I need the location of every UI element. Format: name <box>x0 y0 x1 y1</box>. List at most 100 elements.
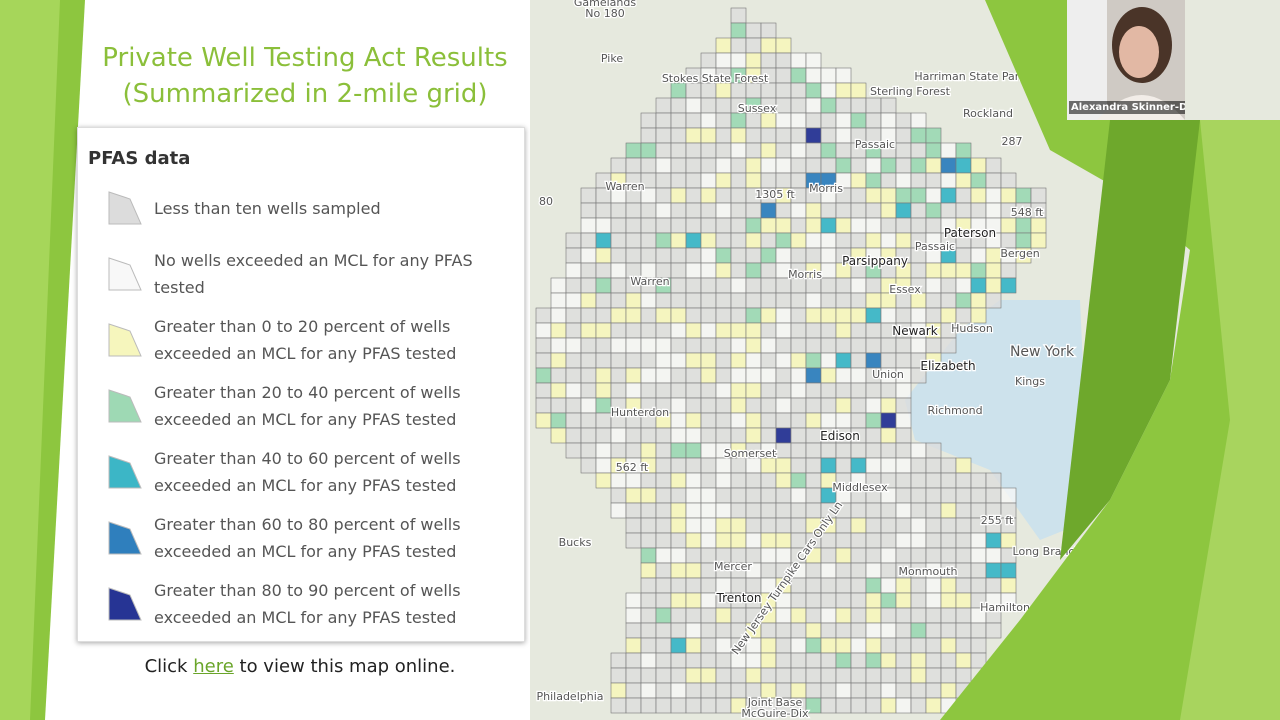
grid-cell <box>970 637 987 654</box>
swatch-shape <box>108 191 142 225</box>
swatch-shape <box>108 257 142 291</box>
grid-cell <box>670 112 687 129</box>
grid-cell <box>670 337 687 354</box>
grid-cell <box>715 472 732 489</box>
grid-cell <box>625 217 642 234</box>
grid-cell <box>685 547 702 564</box>
grid-cell <box>715 97 732 114</box>
grid-cell <box>880 172 897 189</box>
grid-cell <box>835 622 852 639</box>
grid-cell <box>760 232 777 249</box>
grid-cell <box>685 607 702 624</box>
grid-cell <box>820 97 837 114</box>
grid-cell <box>745 367 762 384</box>
grid-cell <box>790 217 807 234</box>
grid-cell <box>865 202 882 219</box>
grid-cell <box>775 322 792 339</box>
map-label: Hamilton <box>980 601 1030 614</box>
grid-cell <box>730 37 747 54</box>
grid-cell <box>880 442 897 459</box>
grid-cell <box>820 652 837 669</box>
grid-cell <box>715 622 732 639</box>
grid-cell <box>910 307 927 324</box>
grid-cell <box>820 202 837 219</box>
grid-cell <box>760 52 777 69</box>
grid-cell <box>895 112 912 129</box>
grid-cell <box>955 547 972 564</box>
legend-label: Greater than 20 to 40 percent of wells e… <box>154 383 461 429</box>
grid-cell <box>775 487 792 504</box>
grid-cell <box>880 457 897 474</box>
grid-cell <box>670 502 687 519</box>
grid-cell <box>625 487 642 504</box>
grid-cell <box>565 262 582 279</box>
grid-cell <box>880 202 897 219</box>
grid-cell <box>745 652 762 669</box>
map-label: Passaic <box>855 138 895 151</box>
grid-cell <box>895 637 912 654</box>
grid-cell <box>760 292 777 309</box>
grid-cell <box>685 502 702 519</box>
grid-cell <box>610 442 627 459</box>
map-label: Monmouth <box>899 565 958 578</box>
grid-cell <box>895 307 912 324</box>
grid-cell <box>895 187 912 204</box>
grid-cell <box>850 532 867 549</box>
grid-cell <box>775 37 792 54</box>
grid-cell <box>895 337 912 354</box>
grid-cell <box>595 307 612 324</box>
grid-cell <box>790 97 807 114</box>
grid-cell <box>610 337 627 354</box>
grid-cell <box>655 322 672 339</box>
grid-cell <box>700 172 717 189</box>
grid-cell <box>955 577 972 594</box>
grid-cell <box>850 382 867 399</box>
grid-cell <box>775 247 792 264</box>
grid-cell <box>670 457 687 474</box>
map-label: Rockland <box>963 107 1013 120</box>
grid-cell <box>925 622 942 639</box>
grid-cell <box>910 697 927 714</box>
grid-cell <box>670 322 687 339</box>
grid-cell <box>790 307 807 324</box>
grid-cell <box>610 307 627 324</box>
grid-cell <box>955 142 972 159</box>
grid-cell <box>760 157 777 174</box>
grid-cell <box>805 232 822 249</box>
grid-cell <box>895 547 912 564</box>
legend-label: Greater than 60 to 80 percent of wells e… <box>154 515 461 561</box>
grid-cell <box>640 427 657 444</box>
grid-cell <box>775 67 792 84</box>
grid-cell <box>685 172 702 189</box>
grid-cell <box>760 127 777 144</box>
grid-cell <box>700 262 717 279</box>
grid-cell <box>955 532 972 549</box>
grid-cell <box>775 382 792 399</box>
grid-cell <box>670 397 687 414</box>
grid-cell <box>880 412 897 429</box>
grid-cell <box>850 322 867 339</box>
grid-cell <box>670 307 687 324</box>
grid-cell <box>910 487 927 504</box>
grid-cell <box>625 682 642 699</box>
grid-cell <box>925 592 942 609</box>
grid-cell <box>940 547 957 564</box>
grid-cell <box>715 37 732 54</box>
grid-cell <box>850 397 867 414</box>
grid-cell <box>985 187 1002 204</box>
grid-cell <box>1015 232 1032 249</box>
grid-cell <box>715 427 732 444</box>
grid-cell <box>760 142 777 159</box>
map-label: 548 ft <box>1011 206 1044 219</box>
grid-cell <box>715 697 732 714</box>
map-link[interactable]: here <box>193 656 234 677</box>
grid-cell <box>820 337 837 354</box>
grid-cell <box>670 652 687 669</box>
grid-cell <box>910 622 927 639</box>
grid-cell <box>910 337 927 354</box>
grid-cell <box>640 127 657 144</box>
grid-cell <box>700 367 717 384</box>
grid-cell <box>685 637 702 654</box>
grid-cell <box>880 187 897 204</box>
grid-cell <box>940 667 957 684</box>
